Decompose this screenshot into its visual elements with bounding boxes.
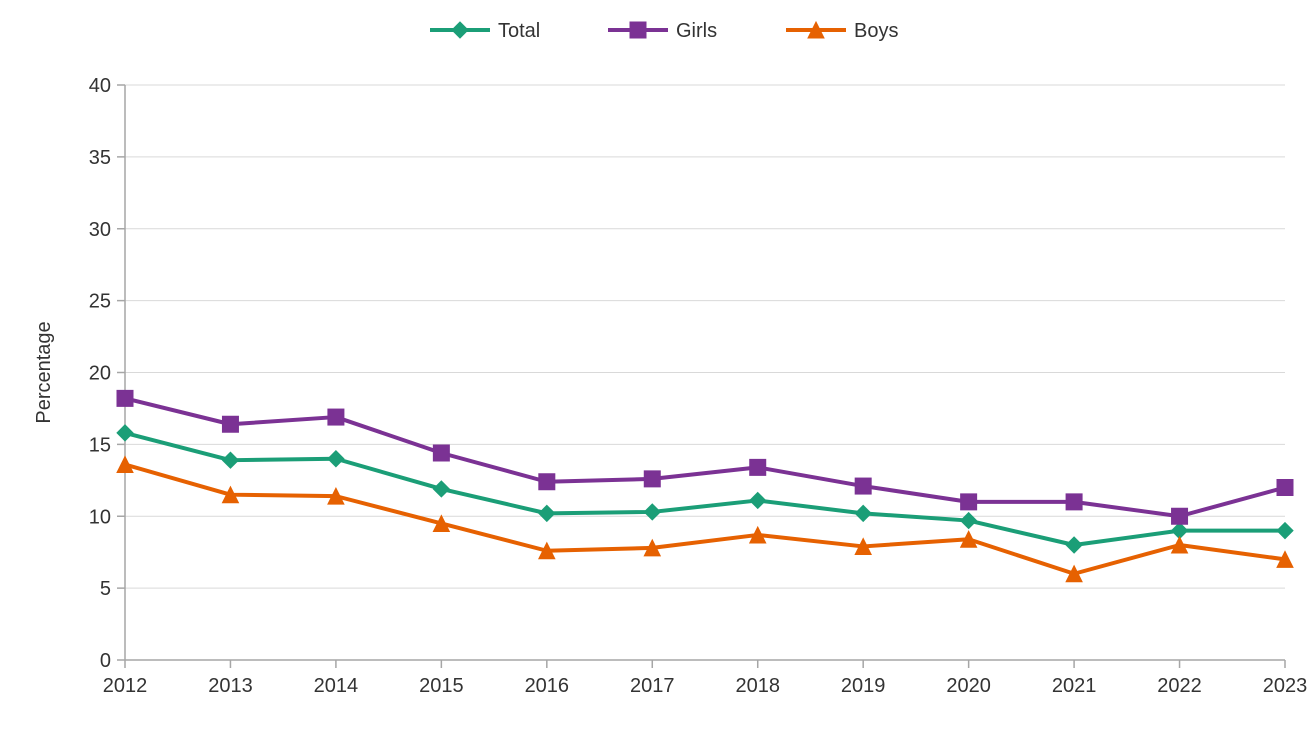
y-axis-title: Percentage <box>33 321 55 423</box>
legend-item-girls: Girls <box>608 20 717 42</box>
legend-label: Total <box>498 20 540 42</box>
x-tick-label: 2013 <box>208 675 253 697</box>
y-tick-label: 35 <box>89 147 111 169</box>
x-tick-label: 2016 <box>525 675 570 697</box>
x-tick-label: 2017 <box>630 675 675 697</box>
y-tick-label: 0 <box>100 650 111 672</box>
y-tick-label: 25 <box>89 291 111 313</box>
y-tick-label: 20 <box>89 363 111 385</box>
chart-container: { "chart": { "type": "line", "width": 13… <box>0 0 1309 738</box>
x-tick-label: 2020 <box>946 675 991 697</box>
x-tick-label: 2019 <box>841 675 886 697</box>
x-tick-label: 2014 <box>314 675 359 697</box>
legend-item-total: Total <box>430 20 540 42</box>
x-tick-label: 2018 <box>735 675 780 697</box>
y-tick-label: 40 <box>89 75 111 97</box>
x-tick-label: 2022 <box>1157 675 1202 697</box>
y-tick-label: 5 <box>100 578 111 600</box>
line-chart: 0 5 10 15 20 25 30 35 40 2012 2013 2014 2015 2016 2017… <box>0 0 1309 738</box>
x-tick-label: 2021 <box>1052 675 1097 697</box>
chart-legend: Total Girls Boys <box>430 20 898 42</box>
y-tick-label: 30 <box>89 219 111 241</box>
series-boys <box>117 457 1293 582</box>
series-girls <box>117 390 1293 524</box>
legend-label: Boys <box>854 20 898 42</box>
x-tick-label: 2023 <box>1263 675 1308 697</box>
x-tick-label: 2012 <box>103 675 148 697</box>
legend-label: Girls <box>676 20 717 42</box>
y-tick-label: 15 <box>89 434 111 456</box>
y-tick-label: 10 <box>89 506 111 528</box>
x-tick-label: 2015 <box>419 675 464 697</box>
legend-item-boys: Boys <box>786 20 898 42</box>
